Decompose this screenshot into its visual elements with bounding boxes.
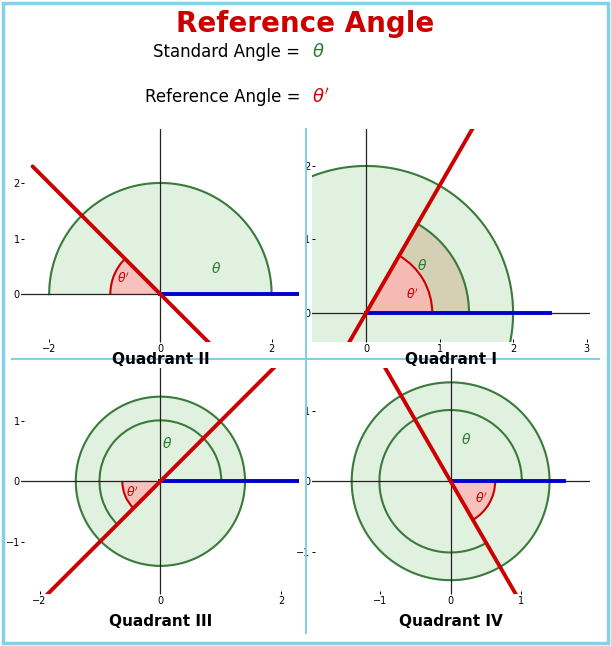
Polygon shape: [451, 481, 495, 520]
Text: $\theta$: $\theta$: [211, 261, 221, 276]
Text: $\theta$: $\theta$: [312, 43, 324, 61]
Text: $\theta$: $\theta$: [461, 432, 471, 447]
Text: Reference Angle =: Reference Angle =: [145, 88, 306, 106]
Text: Standard Angle =: Standard Angle =: [153, 43, 306, 61]
Text: Quadrant II: Quadrant II: [112, 352, 209, 367]
Polygon shape: [352, 382, 549, 580]
Polygon shape: [111, 259, 160, 294]
Polygon shape: [122, 481, 160, 508]
Text: $\theta'$: $\theta'$: [475, 492, 488, 506]
Text: $\theta'$: $\theta'$: [406, 287, 419, 302]
Text: $\theta$: $\theta$: [162, 436, 172, 452]
Text: Reference Angle: Reference Angle: [177, 10, 434, 38]
Polygon shape: [366, 224, 469, 313]
Polygon shape: [366, 256, 432, 313]
Text: $\theta'$: $\theta'$: [126, 486, 139, 500]
Text: Quadrant I: Quadrant I: [404, 352, 497, 367]
Text: Quadrant III: Quadrant III: [109, 614, 212, 629]
Text: $\theta$: $\theta$: [417, 258, 428, 273]
Polygon shape: [76, 397, 245, 566]
Text: $\theta'$: $\theta'$: [312, 87, 329, 107]
Polygon shape: [49, 183, 271, 294]
Text: Quadrant IV: Quadrant IV: [399, 614, 502, 629]
Polygon shape: [219, 166, 513, 460]
Text: $\theta'$: $\theta'$: [117, 271, 130, 286]
